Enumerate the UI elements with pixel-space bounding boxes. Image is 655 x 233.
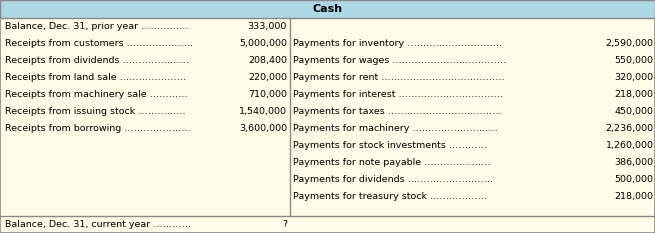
Text: 220,000: 220,000 bbox=[248, 73, 287, 82]
Text: Payments for dividends ………………………: Payments for dividends ……………………… bbox=[293, 175, 494, 184]
Text: Payments for machinery ………………………: Payments for machinery ……………………… bbox=[293, 124, 498, 133]
Text: 320,000: 320,000 bbox=[614, 73, 654, 82]
Text: 218,000: 218,000 bbox=[614, 90, 654, 99]
Text: 333,000: 333,000 bbox=[248, 22, 287, 31]
Text: Payments for rent …………………………………: Payments for rent ………………………………… bbox=[293, 73, 505, 82]
Text: 386,000: 386,000 bbox=[614, 158, 654, 167]
Text: Payments for wages ………………………………: Payments for wages ……………………………… bbox=[293, 56, 507, 65]
Text: 1,260,000: 1,260,000 bbox=[606, 141, 654, 150]
Text: Balance, Dec. 31, prior year ……………: Balance, Dec. 31, prior year …………… bbox=[5, 22, 189, 31]
Text: Receipts from customers …………………: Receipts from customers ………………… bbox=[5, 39, 193, 48]
Text: 5,000,000: 5,000,000 bbox=[239, 39, 287, 48]
Polygon shape bbox=[0, 0, 655, 18]
Text: Receipts from dividends …………………: Receipts from dividends ………………… bbox=[5, 56, 189, 65]
Text: Payments for inventory …………………………: Payments for inventory ………………………… bbox=[293, 39, 502, 48]
Text: 2,590,000: 2,590,000 bbox=[606, 39, 654, 48]
Text: 550,000: 550,000 bbox=[614, 56, 654, 65]
Text: Payments for taxes ………………………………: Payments for taxes ……………………………… bbox=[293, 107, 502, 116]
Text: Cash: Cash bbox=[312, 4, 343, 14]
Text: Payments for note payable …………………: Payments for note payable ………………… bbox=[293, 158, 491, 167]
Text: Balance, Dec. 31, current year …………: Balance, Dec. 31, current year ………… bbox=[5, 220, 191, 229]
Text: Payments for interest ……………………………: Payments for interest …………………………… bbox=[293, 90, 504, 99]
Text: ?: ? bbox=[282, 220, 287, 229]
Text: Receipts from issuing stock ……………: Receipts from issuing stock …………… bbox=[5, 107, 186, 116]
Text: 3,600,000: 3,600,000 bbox=[239, 124, 287, 133]
Text: 218,000: 218,000 bbox=[614, 192, 654, 201]
Text: Receipts from machinery sale …………: Receipts from machinery sale ………… bbox=[5, 90, 188, 99]
Text: 1,540,000: 1,540,000 bbox=[239, 107, 287, 116]
Text: 710,000: 710,000 bbox=[248, 90, 287, 99]
Text: Receipts from borrowing …………………: Receipts from borrowing ………………… bbox=[5, 124, 191, 133]
Text: Receipts from land sale …………………: Receipts from land sale ………………… bbox=[5, 73, 187, 82]
Text: 208,400: 208,400 bbox=[248, 56, 287, 65]
Text: 500,000: 500,000 bbox=[614, 175, 654, 184]
Text: Payments for stock investments …………: Payments for stock investments ………… bbox=[293, 141, 487, 150]
Text: 2,236,000: 2,236,000 bbox=[606, 124, 654, 133]
Text: Payments for treasury stock ………………: Payments for treasury stock ……………… bbox=[293, 192, 487, 201]
Text: 450,000: 450,000 bbox=[614, 107, 654, 116]
